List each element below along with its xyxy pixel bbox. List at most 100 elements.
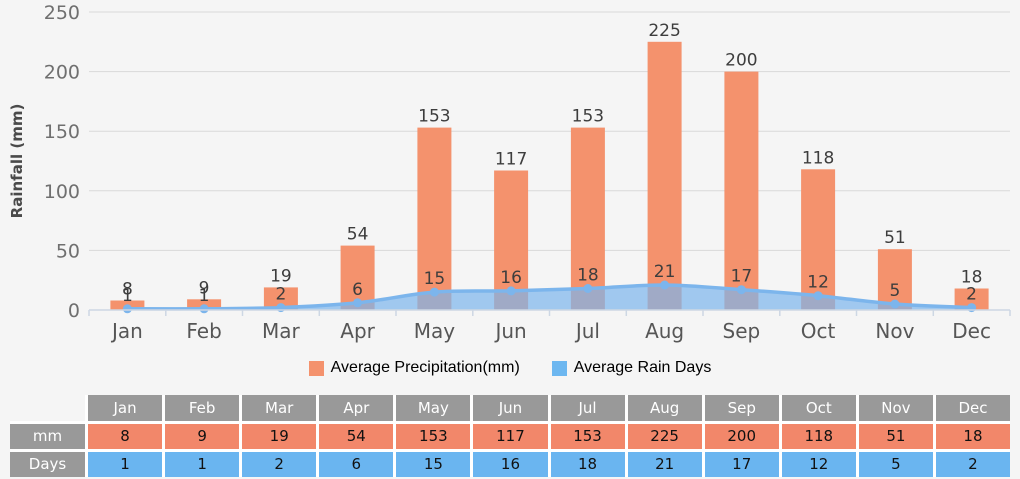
table-value-cell: 153 <box>550 424 625 449</box>
table-month-header: Sep <box>704 395 779 421</box>
table-value-cell: 118 <box>781 424 856 449</box>
table-value-cell: 9 <box>165 424 240 449</box>
y-tick-label: 0 <box>68 300 80 322</box>
x-tick-label: Feb <box>186 319 221 343</box>
y-tick-label: 200 <box>44 62 80 84</box>
precipitation-value-label: 200 <box>725 51 757 71</box>
rain-days-value-label: 21 <box>654 262 676 282</box>
rain-days-marker <box>890 299 900 309</box>
x-tick-label: Sep <box>723 319 761 343</box>
table-value-cell: 153 <box>396 424 471 449</box>
x-tick-label: Jul <box>574 319 600 343</box>
rain-days-marker <box>429 287 439 297</box>
legend-item-rain-days[interactable]: Average Rain Days <box>551 359 712 377</box>
precipitation-value-label: 153 <box>572 107 604 127</box>
table-month-header: Dec <box>935 395 1010 421</box>
table-value-cell: 8 <box>88 424 163 449</box>
rain-days-value-label: 2 <box>966 285 977 305</box>
table-row-label: Days <box>10 452 85 477</box>
y-tick-label: 150 <box>44 121 80 143</box>
rain-days-value-label: 18 <box>577 266 599 286</box>
x-tick-label: Jan <box>110 319 143 343</box>
precipitation-bar <box>647 41 682 311</box>
rain-days-marker <box>660 280 670 290</box>
table-month-header: Feb <box>165 395 240 421</box>
precipitation-value-label: 225 <box>648 21 680 41</box>
table-row-label: mm <box>10 424 85 449</box>
precipitation-bar <box>570 127 605 310</box>
rain-days-marker <box>583 284 593 293</box>
table-value-cell: 1 <box>165 452 240 477</box>
rain-days-marker <box>199 304 209 314</box>
table-corner-cell <box>10 395 85 421</box>
x-tick-label: May <box>414 319 456 343</box>
precipitation-value-label: 18 <box>961 268 983 288</box>
rain-days-marker <box>122 304 132 314</box>
table-value-cell: 19 <box>242 424 317 449</box>
table-month-header: Mar <box>242 395 317 421</box>
rain-days-value-label: 15 <box>424 269 446 289</box>
legend-label-precipitation: Average Precipitation(mm) <box>330 359 520 376</box>
table-value-cell: 15 <box>396 452 471 477</box>
precipitation-bar <box>954 288 989 310</box>
precipitation-bar <box>263 287 298 310</box>
legend-item-precipitation[interactable]: Average Precipitation(mm) <box>308 359 520 377</box>
chart-legend: Average Precipitation(mm) Average Rain D… <box>0 356 1020 380</box>
rain-days-value-label: 6 <box>352 280 363 300</box>
precipitation-value-label: 51 <box>884 228 906 248</box>
table-month-header: May <box>396 395 471 421</box>
rain-days-value-label: 2 <box>275 285 286 305</box>
table-value-cell: 200 <box>704 424 779 449</box>
y-tick-label: 250 <box>44 2 80 24</box>
rain-days-marker <box>353 298 363 308</box>
precipitation-bar <box>417 127 452 310</box>
x-tick-label: Aug <box>645 319 684 343</box>
monthly-data-table: Jan Feb Mar Apr May Jun Jul Aug Sep Oct Nov Dec mm 8 9… <box>10 395 1010 477</box>
table-month-header: Oct <box>781 395 856 421</box>
rain-days-value-label: 1 <box>122 286 133 306</box>
table-value-cell: 1 <box>88 452 163 477</box>
rain-days-value-label: 16 <box>500 268 522 288</box>
rain-days-marker <box>506 286 516 296</box>
table-value-cell: 16 <box>473 452 548 477</box>
table-value-cell: 2 <box>242 452 317 477</box>
rain-days-marker <box>813 291 823 301</box>
table-value-cell: 6 <box>319 452 394 477</box>
table-value-cell: 51 <box>858 424 933 449</box>
table-value-cell: 225 <box>627 424 702 449</box>
precipitation-swatch-icon <box>308 360 324 376</box>
table-value-cell: 21 <box>627 452 702 477</box>
rain-days-swatch-icon <box>551 360 567 376</box>
table-value-cell: 2 <box>935 452 1010 477</box>
precipitation-value-label: 19 <box>270 266 292 286</box>
precipitation-bar <box>801 169 836 310</box>
x-tick-label: Oct <box>801 319 836 343</box>
precipitation-value-label: 8 <box>122 280 133 300</box>
table-value-cell: 5 <box>858 452 933 477</box>
table-month-header: Nov <box>858 395 933 421</box>
rain-days-value-label: 17 <box>731 267 753 287</box>
table-month-header: Jan <box>88 395 163 421</box>
precipitation-value-label: 118 <box>802 148 834 168</box>
x-tick-label: Mar <box>262 319 301 343</box>
table-value-cell: 117 <box>473 424 548 449</box>
rain-days-marker <box>736 285 746 295</box>
rain-days-value-label: 1 <box>199 286 210 306</box>
chart-canvas: 0 50 100 150 200 250 Jan Feb Mar Apr May Jun Jul Aug S… <box>8 2 1011 343</box>
precipitation-value-label: 54 <box>347 225 369 245</box>
table-value-cell: 18 <box>550 452 625 477</box>
table-value-cell: 18 <box>935 424 1010 449</box>
legend-label-rain-days: Average Rain Days <box>573 359 712 376</box>
table-month-header: Apr <box>319 395 394 421</box>
y-axis-title: Rainfall (mm) <box>8 104 26 219</box>
precipitation-value-label: 153 <box>418 107 450 127</box>
table-month-header: Jun <box>473 395 548 421</box>
precipitation-bar <box>724 71 759 310</box>
table-value-cell: 17 <box>704 452 779 477</box>
y-tick-label: 50 <box>56 240 80 262</box>
rain-days-value-label: 12 <box>807 273 829 293</box>
precipitation-value-label: 9 <box>199 278 210 298</box>
precipitation-value-label: 117 <box>495 150 527 170</box>
x-tick-label: Nov <box>875 319 914 343</box>
table-value-cell: 12 <box>781 452 856 477</box>
